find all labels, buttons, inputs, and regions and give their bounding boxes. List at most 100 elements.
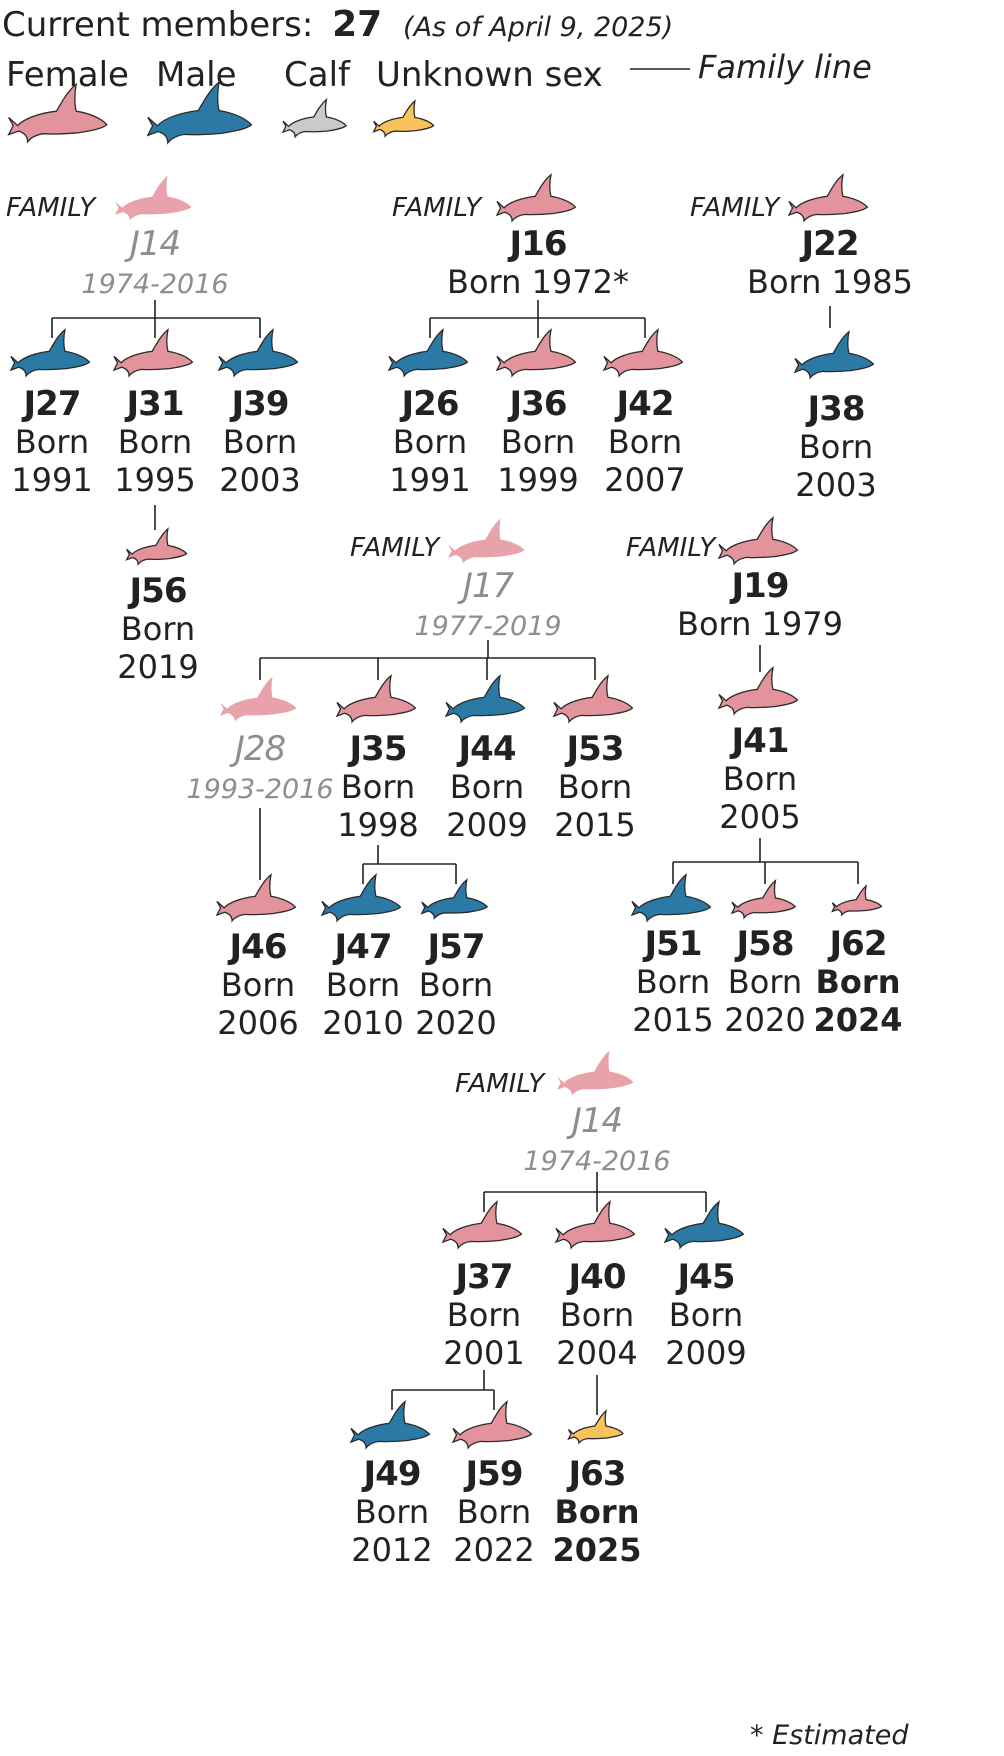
whale-id-j58: J58: [735, 924, 794, 964]
female-orca-icon: [452, 1401, 533, 1449]
whale-id-j16: J16: [508, 224, 567, 264]
whale-id-j49: J49: [362, 1454, 421, 1494]
whale-born-label: Born: [447, 1296, 521, 1334]
female-orca-icon: [496, 329, 577, 377]
whale-birth-year: 2003: [219, 461, 300, 499]
whale-birth-year: 2009: [446, 806, 527, 844]
whale-id-j63: J63: [567, 1454, 626, 1494]
female-orca-icon: [788, 174, 869, 222]
unknown-sex-orca-icon: [567, 1410, 624, 1444]
female-orca-icon: [442, 1201, 523, 1249]
whale-birth-year: 2005: [719, 798, 800, 836]
male-orca-icon: [794, 331, 875, 379]
whale-id-j40: J40: [567, 1257, 626, 1297]
female-orca-icon: [220, 676, 297, 722]
whale-birth-year: 2006: [217, 1004, 298, 1042]
whale-born-label: Born: [419, 966, 493, 1004]
whale-born-label: Born: [669, 1296, 743, 1334]
whale-id-j35: J35: [348, 729, 407, 769]
whale-id-j14b: J14: [566, 1101, 622, 1141]
whale-id-j44: J44: [457, 729, 516, 769]
whale-born-label: Born: [326, 966, 400, 1004]
family-label: FAMILY: [690, 193, 781, 223]
whale-born-label: 1993-2016: [186, 774, 333, 805]
male-orca-icon: [321, 874, 402, 922]
whale-birth-year: 2012: [351, 1531, 432, 1569]
whale-born-label: Born: [457, 1493, 531, 1531]
male-orca-icon: [350, 1401, 431, 1449]
whale-born-label: Born: [608, 423, 682, 461]
whale-birth-year: 2007: [604, 461, 685, 499]
whale-born-label: Born: [560, 1296, 634, 1334]
whale-id-j31: J31: [125, 384, 184, 424]
male-orca-icon: [388, 329, 469, 377]
legend-unknown-label: Unknown sex: [376, 55, 603, 95]
female-orca-icon: [336, 675, 417, 723]
whale-birth-year: 2024: [813, 1001, 902, 1039]
whale-born-label: Born: [393, 423, 467, 461]
female-orca-icon: [718, 517, 799, 565]
female-orca-icon: [718, 667, 799, 715]
whale-born-label: Born 1979: [677, 605, 843, 643]
whale-birth-year: 1995: [114, 461, 195, 499]
whale-birth-year: 2003: [795, 466, 876, 504]
whale-birth-year: 2022: [453, 1531, 534, 1569]
whale-id-j45: J45: [676, 1257, 735, 1297]
whale-id-j46: J46: [228, 927, 287, 967]
whale-id-j62: J62: [828, 924, 887, 964]
family-label: FAMILY: [6, 193, 97, 223]
whale-born-label: Born 1985: [747, 263, 913, 301]
whale-birth-year: 2009: [665, 1334, 746, 1372]
whale-born-label: 1974-2016: [523, 1146, 670, 1177]
whale-id-j47: J47: [333, 927, 392, 967]
male-orca-icon: [10, 329, 91, 377]
whale-id-j59: J59: [464, 1454, 523, 1494]
whale-birth-year: 2004: [556, 1334, 637, 1372]
whale-born-label: Born: [221, 966, 295, 1004]
whale-birth-year: 1991: [11, 461, 92, 499]
whale-born-label: 1974-2016: [81, 269, 228, 300]
male-orca-icon: [664, 1201, 745, 1249]
whale-id-j42: J42: [615, 384, 674, 424]
whale-birth-year: 2020: [724, 1001, 805, 1039]
family-label: FAMILY: [392, 193, 483, 223]
female-orca-icon: [115, 175, 192, 221]
male-orca-icon: [445, 675, 526, 723]
whale-id-j38: J38: [806, 389, 865, 429]
female-orca-icon: [113, 329, 194, 377]
whale-id-j37: J37: [454, 1257, 513, 1297]
whale-birth-year: 2020: [415, 1004, 496, 1042]
whale-born-label: Born: [558, 768, 632, 806]
calf-orca-icon: [282, 98, 347, 138]
female-orca-icon: [126, 528, 188, 565]
whale-id-j27: J27: [22, 384, 81, 424]
family-label: FAMILY: [626, 533, 717, 563]
whale-birth-year: 2001: [443, 1334, 524, 1372]
svg-text:Current members: 27 (A: Current members: 27 (As of April 9, 2025…: [2, 4, 673, 45]
legend-male-label: Male: [156, 55, 237, 95]
unknown-sex-orca-icon: [373, 100, 435, 137]
whale-born-label: Born: [723, 760, 797, 798]
whale-birth-year: 2025: [552, 1531, 641, 1569]
whale-id-j57: J57: [426, 927, 485, 967]
whale-born-label: Born: [118, 423, 192, 461]
family-label: FAMILY: [350, 533, 441, 563]
female-orca-icon: [731, 879, 796, 919]
female-orca-icon: [557, 1050, 634, 1096]
whale-born-label: Born 1972*: [447, 263, 629, 301]
whale-birth-year: 1991: [389, 461, 470, 499]
whale-birth-year: 1999: [497, 461, 578, 499]
female-orca-icon: [603, 329, 684, 377]
whale-id-j53: J53: [565, 729, 624, 769]
female-orca-icon: [216, 874, 297, 922]
whale-born-label: Born: [450, 768, 524, 806]
legend-calf-label: Calf: [284, 55, 351, 95]
whale-born-label: Born: [501, 423, 575, 461]
whale-birth-year: 1998: [337, 806, 418, 844]
whale-birth-year: 2015: [632, 1001, 713, 1039]
female-orca-icon: [448, 518, 525, 564]
male-orca-icon: [218, 329, 299, 377]
whale-born-label: Born: [355, 1493, 429, 1531]
whale-born-label: Born: [636, 963, 710, 1001]
